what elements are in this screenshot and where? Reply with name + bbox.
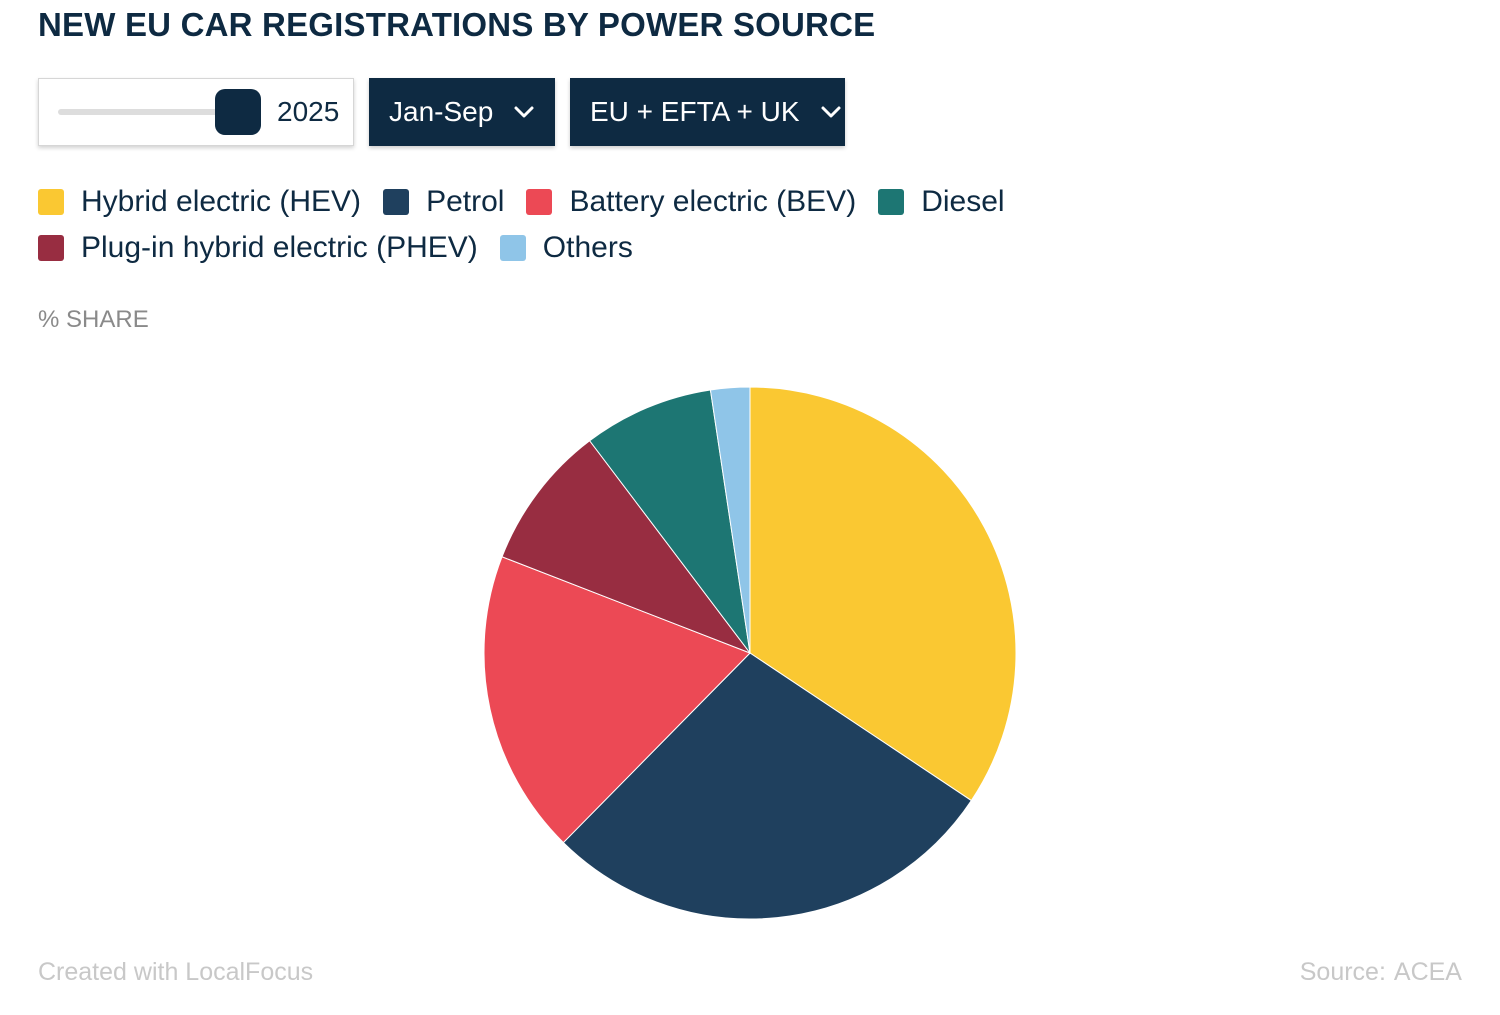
chart-legend: Hybrid electric (HEV) Petrol Battery elect… xyxy=(38,185,1458,264)
period-dropdown-label: Jan-Sep xyxy=(389,96,494,127)
unit-label: % SHARE xyxy=(38,306,149,333)
legend-swatch xyxy=(383,189,410,215)
slider-track[interactable] xyxy=(58,109,238,115)
legend-label: Hybrid electric (HEV) xyxy=(81,185,362,218)
source-text: Source: ACEA xyxy=(1292,958,1462,987)
slider-thumb[interactable] xyxy=(215,89,261,135)
legend-item[interactable]: Hybrid electric (HEV) xyxy=(38,185,362,218)
source-label: Source: xyxy=(1299,958,1386,986)
legend-label: Petrol xyxy=(426,185,505,218)
legend-swatch xyxy=(526,189,553,215)
pie-slice[interactable] xyxy=(588,389,751,654)
legend-swatch xyxy=(878,189,905,215)
legend-swatch xyxy=(499,235,526,261)
region-dropdown-label: EU + EFTA + UK xyxy=(590,96,800,127)
chevron-down-icon xyxy=(513,101,535,123)
source-value: ACEA xyxy=(1393,958,1462,986)
chart-title: NEW EU CAR REGISTRATIONS BY POWER SOURCE xyxy=(38,6,876,43)
legend-label: Battery electric (BEV) xyxy=(569,185,857,218)
legend-label: Plug-in hybrid electric (PHEV) xyxy=(81,231,478,264)
pie-slice[interactable] xyxy=(483,556,751,844)
legend-swatch xyxy=(38,189,64,215)
legend-swatch xyxy=(38,235,64,261)
legend-label: Diesel xyxy=(921,185,1005,218)
legend-item[interactable]: Others xyxy=(499,231,633,264)
region-dropdown[interactable]: EU + EFTA + UK xyxy=(570,78,845,146)
legend-label: Others xyxy=(542,231,633,264)
legend-item[interactable]: Battery electric (BEV) xyxy=(526,185,857,218)
pie-slice[interactable] xyxy=(562,652,973,920)
legend-item[interactable]: Petrol xyxy=(383,185,505,218)
credit-text[interactable]: Created with LocalFocus xyxy=(38,958,314,986)
legend-item[interactable]: Diesel xyxy=(878,185,1005,218)
legend-item[interactable]: Plug-in hybrid electric (PHEV) xyxy=(38,231,478,264)
year-value: 2025 xyxy=(277,96,340,127)
pie-slice[interactable] xyxy=(501,440,752,655)
pie-slice[interactable] xyxy=(709,386,751,654)
year-slider[interactable]: 2025 xyxy=(38,78,354,146)
period-dropdown[interactable]: Jan-Sep xyxy=(369,78,555,146)
chevron-down-icon xyxy=(820,101,842,123)
